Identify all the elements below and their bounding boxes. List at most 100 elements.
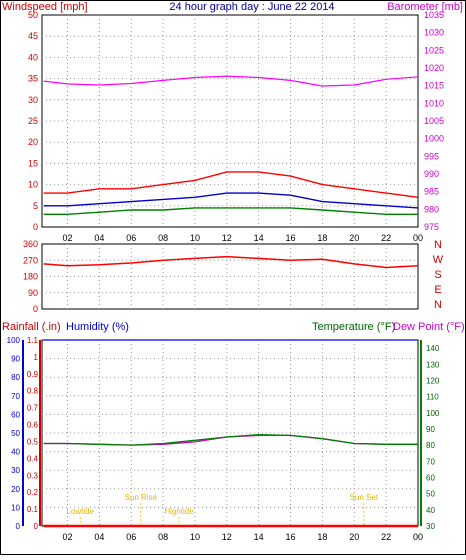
x-tick-label: 12 xyxy=(222,532,232,542)
windspeed-tick-label: 10 xyxy=(28,180,38,190)
annotation-label: Hightide xyxy=(164,507,194,516)
wind-barometer-panel: 02 04 06 08 10 12 14 16 18 20 22 000510152025303540… xyxy=(28,10,444,243)
low-series-line xyxy=(43,207,418,216)
rainfall-tick-label: 1.1 xyxy=(27,336,39,345)
barometer-tick-label: 1015 xyxy=(424,81,444,91)
temperature-tick-label: 120 xyxy=(426,376,440,385)
barometer-tick-label: 985 xyxy=(424,187,439,197)
x-tick-label: 04 xyxy=(94,233,104,243)
x-tick-label: 16 xyxy=(286,532,296,542)
barometer-tick-label: 1000 xyxy=(424,134,444,144)
humidity-tick-label: 70 xyxy=(11,392,20,401)
x-tick-label: 14 xyxy=(254,532,264,542)
x-tick-label: 08 xyxy=(158,532,168,542)
x-tick-label: 16 xyxy=(286,233,296,243)
windspeed-tick-label: 40 xyxy=(28,52,38,62)
temperature-series-line xyxy=(43,433,418,446)
avg-series-line xyxy=(43,192,419,209)
barometer-tick-label: 1020 xyxy=(424,63,444,73)
windspeed-tick-label: 30 xyxy=(28,95,38,105)
x-tick-label: 18 xyxy=(317,532,327,542)
chart-title: 24 hour graph day : June 22 2014 xyxy=(169,1,334,13)
barometer-tick-label: 1010 xyxy=(424,98,444,108)
x-tick-label: 10 xyxy=(190,532,200,542)
direction-series-line xyxy=(43,255,419,269)
compass-letter: E xyxy=(434,284,441,296)
humidity-tick-label: 20 xyxy=(11,485,20,494)
humidity-tick-label: 90 xyxy=(11,355,20,364)
x-tick-label: 00 xyxy=(413,532,423,542)
temperature-tick-label: 50 xyxy=(426,490,435,499)
x-tick-label: 18 xyxy=(317,233,327,243)
x-tick-label: 02 xyxy=(62,532,72,542)
barometer-tick-label: 995 xyxy=(424,151,439,161)
barometer-axis-label: Barometer [mb] xyxy=(387,1,463,13)
x-tick-label: 10 xyxy=(190,233,200,243)
temperature-tick-label: 130 xyxy=(426,360,440,369)
x-tick-label: 20 xyxy=(349,233,359,243)
x-tick-label: 22 xyxy=(381,233,391,243)
barometer-tick-label: 1035 xyxy=(424,10,444,20)
windspeed-axis-label: Windspeed [mph] xyxy=(2,1,88,13)
rainfall-tick-label: 0.1 xyxy=(27,505,39,514)
x-tick-label: 06 xyxy=(126,233,136,243)
barometer-series-line xyxy=(43,75,419,87)
annotation-label: Lowtide xyxy=(66,507,94,516)
x-tick-label: 12 xyxy=(222,233,232,243)
rain-humidity-temp-panel: 02 04 06 08 10 12 14 16 18 20 22 000102030405060708… xyxy=(7,336,440,542)
humidity-tick-label: 60 xyxy=(11,410,20,419)
gust-series-line xyxy=(43,171,419,198)
windspeed-tick-label: 50 xyxy=(28,10,38,20)
windspeed-tick-label: 15 xyxy=(28,158,38,168)
rainfall-tick-label: 0.9 xyxy=(27,370,39,379)
windspeed-tick-label: 45 xyxy=(28,31,38,41)
windspeed-tick-label: 25 xyxy=(28,116,38,126)
temperature-tick-label: 90 xyxy=(426,425,435,434)
rainfall-tick-label: 0.4 xyxy=(27,454,39,463)
humidity-tick-label: 40 xyxy=(11,448,20,457)
temperature-axis-label: Temperature (°F) xyxy=(312,321,395,333)
barometer-tick-label: 990 xyxy=(424,169,439,179)
x-tick-label: 00 xyxy=(413,233,423,243)
humidity-tick-label: 10 xyxy=(11,503,20,512)
temperature-tick-label: 80 xyxy=(426,441,435,450)
rainfall-tick-label: 0.6 xyxy=(27,421,39,430)
humidity-tick-label: 100 xyxy=(7,336,21,345)
x-tick-label: 04 xyxy=(94,532,104,542)
direction-tick-label: 0 xyxy=(33,304,38,314)
direction-tick-label: 360 xyxy=(23,239,38,249)
dewpoint-axis-label: Dew Point (°F) xyxy=(393,321,465,333)
x-tick-label: 14 xyxy=(254,233,264,243)
annotation-label: Sun Set xyxy=(350,493,379,502)
rainfall-tick-label: 0 xyxy=(34,522,39,531)
x-tick-label: 08 xyxy=(158,233,168,243)
x-tick-label: 22 xyxy=(381,532,391,542)
temperature-tick-label: 30 xyxy=(426,522,435,531)
annotation-label: Sun Rise xyxy=(125,493,158,502)
rainfall-tick-label: 0.7 xyxy=(27,404,39,413)
compass-letter: N xyxy=(434,239,442,251)
rainfall-axis-label: Rainfall (.in) xyxy=(2,321,61,333)
barometer-tick-label: 1005 xyxy=(424,116,444,126)
compass-letter: S xyxy=(434,269,441,281)
compass-letter: W xyxy=(433,254,444,266)
temperature-tick-label: 40 xyxy=(426,506,435,515)
humidity-tick-label: 80 xyxy=(11,373,20,382)
humidity-tick-label: 0 xyxy=(16,522,21,531)
temperature-tick-label: 70 xyxy=(426,457,435,466)
humidity-tick-label: 30 xyxy=(11,466,20,475)
humidity-axis-label: Humidity (%) xyxy=(66,321,129,333)
temperature-tick-label: 110 xyxy=(426,393,439,402)
title-group: 24 hour graph day : June 22 2014 Windspe… xyxy=(2,1,465,333)
direction-tick-label: 90 xyxy=(28,288,38,298)
direction-tick-label: 270 xyxy=(23,255,38,265)
windspeed-tick-label: 5 xyxy=(33,201,38,211)
rainfall-tick-label: 0.8 xyxy=(27,387,39,396)
temperature-tick-label: 60 xyxy=(426,473,435,482)
humidity-tick-label: 50 xyxy=(11,429,20,438)
windspeed-tick-label: 0 xyxy=(33,222,38,232)
x-tick-label: 20 xyxy=(349,532,359,542)
barometer-tick-label: 975 xyxy=(424,222,439,232)
temperature-tick-label: 140 xyxy=(426,344,440,353)
